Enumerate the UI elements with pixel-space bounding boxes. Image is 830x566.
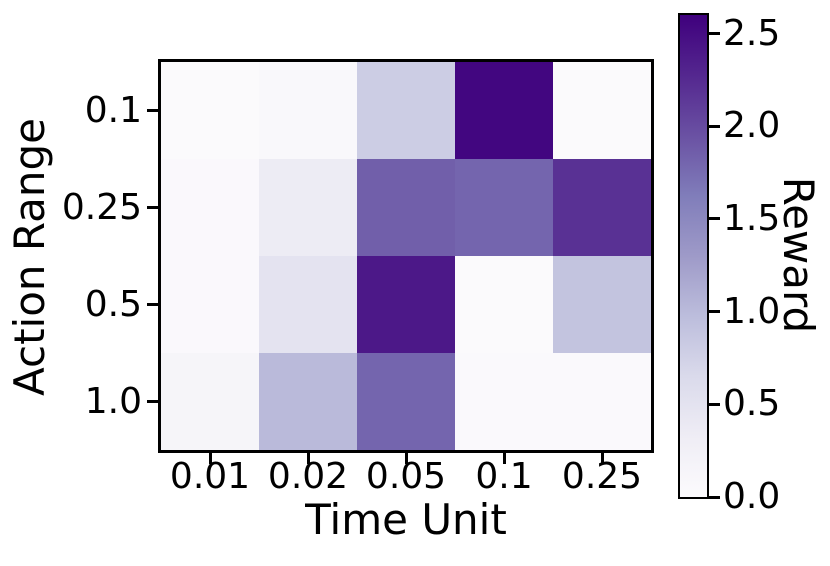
x-tick-mark [502,453,506,464]
heatmap-cell-r1c3 [455,159,553,256]
heatmap-cell-r2c4 [553,256,651,353]
heatmap-cell-r2c0 [161,256,259,353]
x-tick-label: 0.02 [267,456,349,497]
heatmap-cell-r3c0 [161,353,259,450]
y-tick-label: 0.5 [84,283,142,325]
y-tick-label: 1.0 [84,380,142,422]
x-tick-mark [600,453,604,464]
x-tick-label: 0.05 [365,456,447,497]
heatmap-cell-r0c1 [259,62,357,159]
heatmap-cell-r0c0 [161,62,259,159]
heatmap-cell-r1c0 [161,159,259,256]
heatmap-cell-r2c1 [259,256,357,353]
x-tick-mark [208,453,212,464]
heatmap-cell-r1c2 [357,159,455,256]
colorbar-gradient [680,15,707,497]
colorbar-tick-mark [709,217,720,221]
x-tick-mark [306,453,310,464]
x-tick-label: 0.01 [169,456,251,497]
heatmap-grid [161,62,651,450]
heatmap-cell-r2c2 [357,256,455,353]
plot-frame [158,59,654,453]
heatmap-cell-r0c3 [455,62,553,159]
y-tick-mark [147,400,158,403]
y-tick-mark [147,109,158,112]
colorbar-tick-label: 0.5 [723,383,781,425]
heatmap-cell-r3c4 [553,353,651,450]
colorbar-tick-label: 2.5 [723,12,781,54]
x-tick-label: 0.25 [561,456,643,497]
colorbar-tick-label: 1.0 [723,290,781,332]
heatmap-cell-r0c4 [553,62,651,159]
heatmap-cell-r3c2 [357,353,455,450]
x-tick-mark [404,453,408,464]
colorbar-frame [678,13,709,499]
colorbar-tick-label: 0.0 [723,476,781,517]
y-tick-mark [147,303,158,306]
colorbar-tick-label: 1.5 [723,197,781,239]
heatmap-cell-r0c2 [357,62,455,159]
x-tick-label: 0.1 [475,456,533,497]
heatmap-cell-r1c1 [259,159,357,256]
colorbar-tick-mark [709,124,720,128]
y-tick-label: 0.1 [84,89,142,131]
colorbar-tick-mark [709,32,720,36]
colorbar-tick-mark [709,310,720,314]
heatmap-cell-r3c1 [259,353,357,450]
colorbar-tick-mark [709,495,720,499]
y-tick-label: 0.25 [61,186,142,228]
colorbar-label: Reward [774,176,823,334]
heatmap-cell-r2c3 [455,256,553,353]
y-tick-mark [147,206,158,209]
heatmap-cell-r1c4 [553,159,651,256]
x-axis-label: Time Unit [305,495,507,544]
colorbar-tick-mark [709,402,720,406]
heatmap-cell-r3c3 [455,353,553,450]
y-axis-label: Action Range [5,117,54,397]
colorbar-tick-label: 2.0 [723,105,781,147]
